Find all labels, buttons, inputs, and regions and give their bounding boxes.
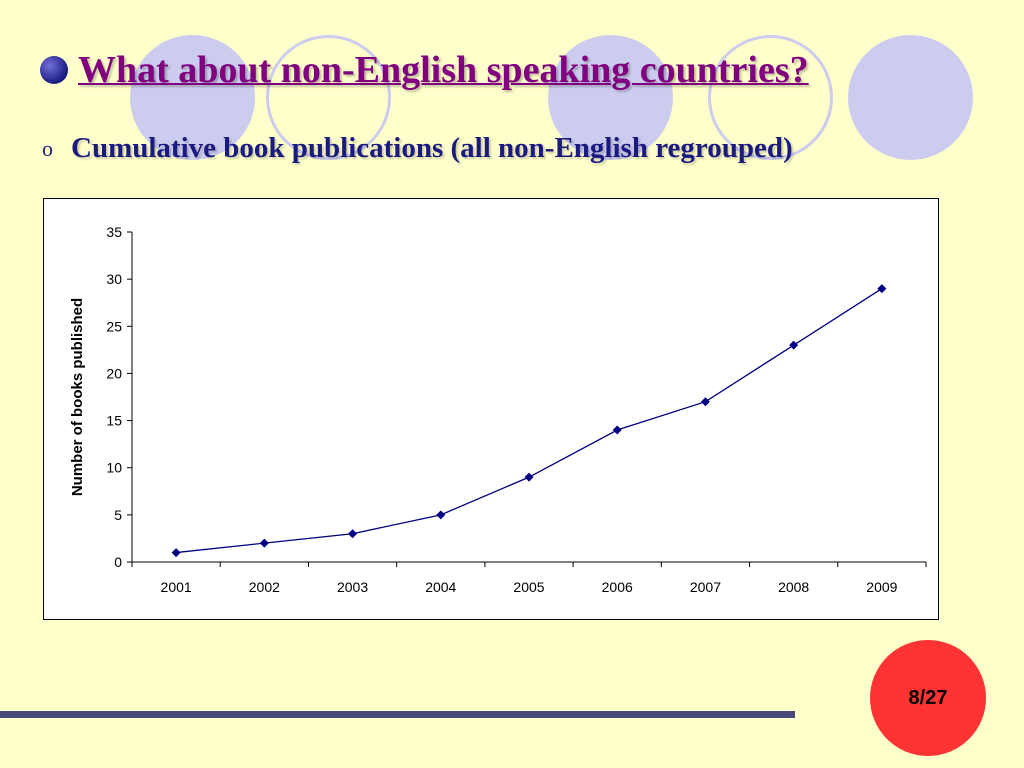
x-tick-label: 2007: [690, 579, 721, 595]
data-point-marker: [612, 425, 622, 435]
slide-title: What about non-English speaking countrie…: [78, 49, 809, 91]
data-point-marker: [524, 472, 534, 482]
slide-title-row: What about non-English speaking countrie…: [40, 48, 809, 92]
x-tick-label: 2009: [866, 579, 897, 595]
y-tick-label: 25: [106, 318, 122, 334]
line-chart: 0 5 10 15 20 25 30 35 2001 2002 2003 2004 2005 2006 20…: [69, 224, 927, 595]
x-tick-label: 2002: [249, 579, 280, 595]
bullet-dot-icon: [40, 56, 68, 84]
decorative-ring-1: [266, 35, 391, 160]
chart-container: 0 5 10 15 20 25 30 35 2001 2002 2003 2004 2005 2006 20…: [43, 198, 939, 620]
y-tick-label: 30: [106, 271, 122, 287]
x-tick-label: 2008: [778, 579, 809, 595]
slide-subtitle-row: o Cumulative book publications (all non-…: [42, 132, 793, 165]
y-tick-label: 10: [106, 460, 122, 476]
decorative-circle-2: [548, 35, 673, 160]
decorative-circle-1: [130, 35, 255, 160]
data-point-marker: [789, 340, 799, 350]
data-point-marker: [348, 529, 358, 539]
y-axis-title: Number of books published: [69, 298, 86, 496]
x-tick-label: 2006: [602, 579, 633, 595]
slide-subtitle: Cumulative book publications (all non-En…: [71, 132, 793, 164]
x-tick-label: 2004: [425, 579, 456, 595]
data-point-marker: [171, 548, 181, 558]
y-tick-label: 0: [114, 554, 122, 570]
x-tick-label: 2001: [161, 579, 192, 595]
y-tick-label: 20: [106, 365, 122, 381]
y-tick-label: 15: [106, 413, 122, 429]
data-point-marker: [436, 510, 446, 520]
y-tick-label: 5: [114, 507, 122, 523]
subtitle-bullet: o: [42, 135, 53, 161]
series-line: [176, 288, 883, 554]
page-number-badge: 8/27: [870, 640, 986, 756]
decorative-circle-3: [848, 35, 973, 160]
x-tick-label: 2003: [337, 579, 368, 595]
x-tick-label: 2005: [513, 579, 544, 595]
page-number: 8/27: [908, 686, 948, 709]
data-point-marker: [700, 397, 710, 407]
footer-bar: [0, 711, 795, 718]
decorative-ring-2: [708, 35, 833, 160]
data-point-marker: [877, 284, 887, 294]
y-tick-label: 35: [106, 224, 122, 240]
data-point-marker: [259, 538, 269, 548]
